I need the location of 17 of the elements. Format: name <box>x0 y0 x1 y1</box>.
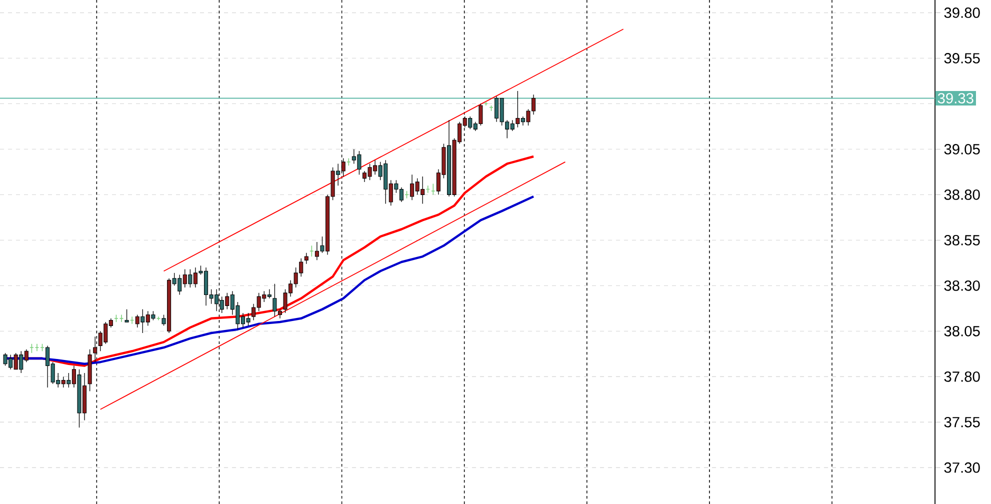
candlestick <box>346 158 351 166</box>
y-tick-label: 38.80 <box>944 190 980 200</box>
candlestick <box>310 245 314 257</box>
candlestick <box>119 314 124 322</box>
y-tick-label: 39.05 <box>944 144 980 154</box>
y-tick-label: 39.80 <box>944 8 980 18</box>
candlestick <box>304 252 308 264</box>
y-tick-label: 38.30 <box>944 280 980 291</box>
y-tick-label: 37.80 <box>944 371 980 382</box>
y-tick-label: 37.55 <box>944 416 980 428</box>
candlestick <box>431 183 436 196</box>
y-tick-label: 39.55 <box>944 53 980 64</box>
candlestick <box>124 308 129 322</box>
ref-line-label: 39.33 <box>938 93 974 104</box>
y-tick-label: 38.05 <box>944 326 980 336</box>
y-tick-label: 37.30 <box>944 462 980 473</box>
y-tick-label: 38.55 <box>944 234 980 246</box>
